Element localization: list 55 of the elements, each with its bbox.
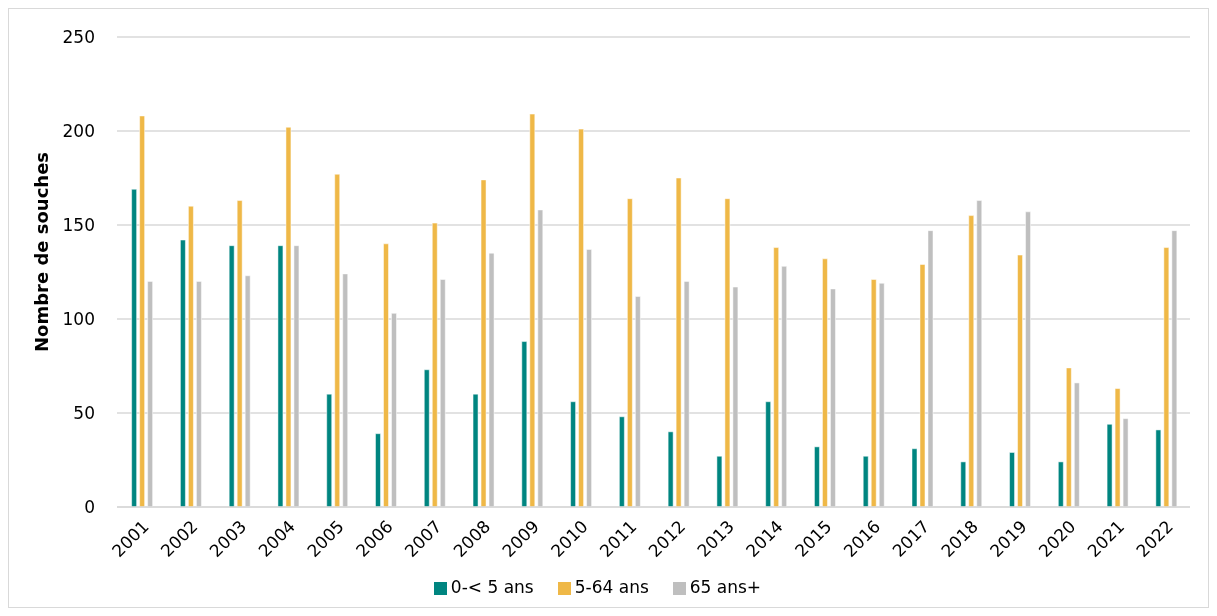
bar bbox=[236, 200, 243, 507]
bar bbox=[432, 222, 438, 507]
bar bbox=[375, 433, 381, 507]
bar bbox=[424, 369, 430, 507]
bar bbox=[1025, 211, 1031, 507]
bar bbox=[862, 455, 869, 507]
bar bbox=[326, 393, 332, 507]
bar bbox=[1009, 452, 1015, 507]
bar bbox=[635, 296, 641, 507]
bar bbox=[619, 416, 625, 507]
y-tick-label: 50 bbox=[73, 403, 95, 424]
bar bbox=[1066, 367, 1072, 507]
bar bbox=[781, 266, 787, 507]
y-tick-label: 150 bbox=[62, 215, 95, 236]
bar bbox=[1017, 254, 1023, 507]
bar bbox=[342, 273, 348, 507]
y-axis-title: Nombre de souches bbox=[31, 151, 53, 352]
bar bbox=[1074, 382, 1080, 507]
bar bbox=[228, 245, 235, 507]
bar bbox=[976, 200, 983, 507]
bar bbox=[334, 173, 340, 507]
bar bbox=[586, 249, 592, 507]
bar bbox=[773, 247, 779, 507]
y-tick-label: 250 bbox=[62, 27, 95, 48]
bar bbox=[537, 209, 544, 507]
bar bbox=[765, 401, 771, 507]
bar bbox=[188, 205, 194, 507]
bar bbox=[1058, 461, 1064, 507]
bar bbox=[627, 198, 633, 507]
bar bbox=[180, 239, 186, 507]
bar bbox=[383, 243, 389, 507]
bar bbox=[960, 461, 967, 507]
bar bbox=[147, 281, 153, 507]
bar bbox=[870, 279, 877, 507]
legend-label: 65 ans+ bbox=[689, 577, 762, 597]
y-tick-label: 200 bbox=[62, 121, 95, 142]
legend-label: 0-< 5 ans bbox=[450, 577, 534, 597]
bar bbox=[968, 215, 975, 507]
bar bbox=[391, 313, 397, 507]
bar bbox=[196, 281, 202, 507]
bar bbox=[139, 115, 145, 507]
y-tick-label: 100 bbox=[62, 309, 95, 330]
bar bbox=[878, 283, 885, 507]
bar bbox=[131, 189, 137, 507]
bar bbox=[822, 258, 828, 507]
bar bbox=[440, 279, 446, 507]
bar bbox=[570, 401, 576, 507]
legend-label: 5-64 ans bbox=[574, 577, 649, 597]
bar bbox=[578, 128, 584, 507]
bar bbox=[521, 341, 528, 507]
bar bbox=[244, 275, 251, 507]
y-tick-label: 0 bbox=[84, 497, 95, 518]
bar bbox=[814, 446, 820, 507]
bar bbox=[830, 288, 836, 507]
bar bbox=[529, 113, 536, 507]
